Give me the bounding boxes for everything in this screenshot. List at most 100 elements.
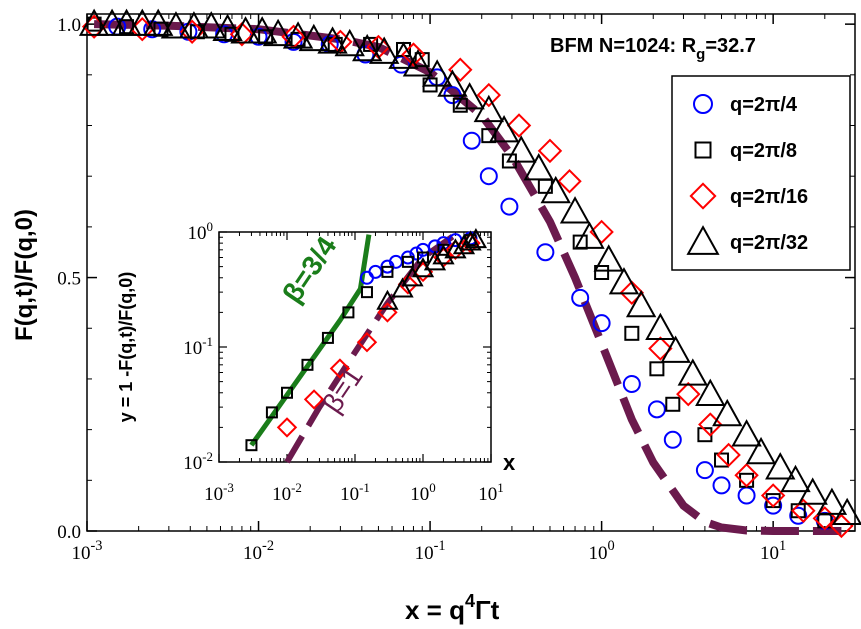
main-point-diamond: [476, 82, 502, 108]
main-point-triangle: [368, 36, 400, 64]
main-point-triangle: [660, 335, 691, 363]
main-point-square: [649, 361, 665, 377]
main-point-diamond: [716, 442, 741, 468]
main-point-circle: [622, 375, 641, 394]
legend-label: q=2π/4: [730, 94, 798, 116]
legend-marker-triangle: [686, 225, 720, 255]
main-point-triangle: [111, 8, 142, 36]
inset-point-triangle: [464, 228, 488, 249]
inset-point-triangle: [459, 230, 482, 251]
inset-x-tick-label: 10-2: [272, 480, 302, 505]
main-point-diamond: [506, 113, 532, 138]
inset-point-diamond: [445, 239, 466, 261]
main-point-triangle: [488, 115, 520, 143]
inset-y-tick-label: 100: [188, 219, 213, 244]
main-axis-ticks: 10-3 10-2 10-1 100 101 0.0 0.5 1.0: [57, 14, 856, 564]
main-point-circle: [712, 476, 731, 495]
inset-x-tick-label: 10-1: [340, 480, 370, 505]
main-point-diamond: [734, 463, 759, 488]
inset-point-square: [281, 386, 293, 399]
inset-point-square: [360, 286, 373, 299]
inset-x-tick-label: 100: [410, 480, 435, 505]
legend-items: q=2π/4 q=2π/8 q=2π/16 q=2π/32: [686, 94, 808, 255]
inset-point-square: [245, 439, 258, 452]
main-point-square: [624, 325, 640, 341]
main-point-square: [452, 97, 468, 113]
inset-point-triangle: [391, 277, 414, 298]
main-point-diamond: [537, 138, 563, 164]
main-x-tick-label: 10-1: [415, 538, 446, 564]
main-point-triangle: [608, 267, 640, 295]
main-point-triangle: [797, 477, 828, 505]
inset-y-tick-label: 10-2: [183, 449, 213, 474]
inset-y-tick-label: 10-1: [183, 334, 213, 359]
inset-point-square: [381, 265, 394, 278]
inset-data-marks: [245, 228, 488, 452]
main-point-triangle: [282, 21, 314, 49]
inset-point-square: [265, 406, 278, 419]
main-point-circle: [479, 167, 498, 186]
main-point-triangle: [212, 13, 243, 42]
inset-point-square: [401, 255, 414, 268]
main-point-triangle: [298, 23, 330, 52]
main-point-triangle: [625, 289, 657, 318]
legend-marker-square: [694, 141, 712, 159]
main-point-diamond: [557, 169, 582, 194]
main-point-triangle: [712, 398, 743, 427]
main-point-triangle: [334, 28, 365, 57]
main-point-triangle: [695, 378, 726, 406]
main-point-triangle: [388, 41, 419, 69]
main-point-circle: [500, 197, 519, 216]
main-y-tick-label: 1.0: [57, 15, 81, 36]
main-point-triangle: [506, 135, 537, 163]
main-fit-curve-line: [94, 20, 842, 535]
inset-point-diamond: [276, 417, 298, 438]
main-point-triangle: [262, 18, 294, 47]
main-point-circle: [647, 400, 666, 419]
main-point-triangle: [196, 11, 227, 39]
main-point-diamond: [676, 381, 701, 407]
main-point-triangle: [593, 244, 624, 272]
inset-point-triangle: [411, 257, 435, 278]
inset-fit-line-solid: [249, 234, 372, 447]
main-y-tick-label: 0.0: [57, 522, 81, 543]
main-point-triangle: [677, 358, 708, 386]
main-point-square: [290, 31, 306, 47]
main-point-diamond: [648, 336, 673, 361]
inset-point-diamond: [329, 358, 351, 379]
main-point-circle: [789, 506, 808, 525]
inset-point-triangle: [423, 250, 447, 271]
inset-point-square: [301, 358, 314, 371]
main-x-tick-label: 10-2: [243, 538, 274, 564]
inset-x-axis-title: x: [503, 450, 516, 475]
main-fit-curve: [94, 20, 842, 535]
main-title: BFM N=1024: Rg=32.7: [550, 35, 756, 63]
main-point-triangle: [402, 49, 434, 77]
main-point-circle: [695, 461, 714, 480]
main-point-circle: [571, 288, 590, 307]
main-point-diamond: [698, 412, 723, 437]
main-point-triangle: [473, 94, 505, 123]
main-point-triangle: [78, 8, 110, 36]
legend-marker-diamond: [689, 182, 717, 210]
main-point-diamond: [229, 22, 255, 47]
main-plot-frame: [86, 13, 856, 532]
main-point-diamond: [589, 219, 614, 245]
main-point-triangle: [437, 69, 468, 97]
main-point-triangle: [780, 464, 811, 493]
legend-label: q=2π/8: [730, 140, 797, 162]
main-point-triangle: [559, 196, 591, 224]
main-point-triangle: [421, 59, 453, 87]
main-point-circle: [663, 430, 682, 449]
main-point-triangle: [765, 452, 796, 480]
legend-box: [671, 75, 851, 271]
main-point-triangle: [454, 82, 485, 110]
main-point-circle: [462, 131, 481, 150]
inset-point-triangle: [444, 238, 467, 259]
main-point-square: [481, 128, 497, 144]
main-point-triangle: [317, 26, 348, 54]
legend-marker-circle: [693, 94, 713, 114]
main-point-triangle: [230, 16, 261, 44]
main-point-triangle: [816, 487, 848, 515]
